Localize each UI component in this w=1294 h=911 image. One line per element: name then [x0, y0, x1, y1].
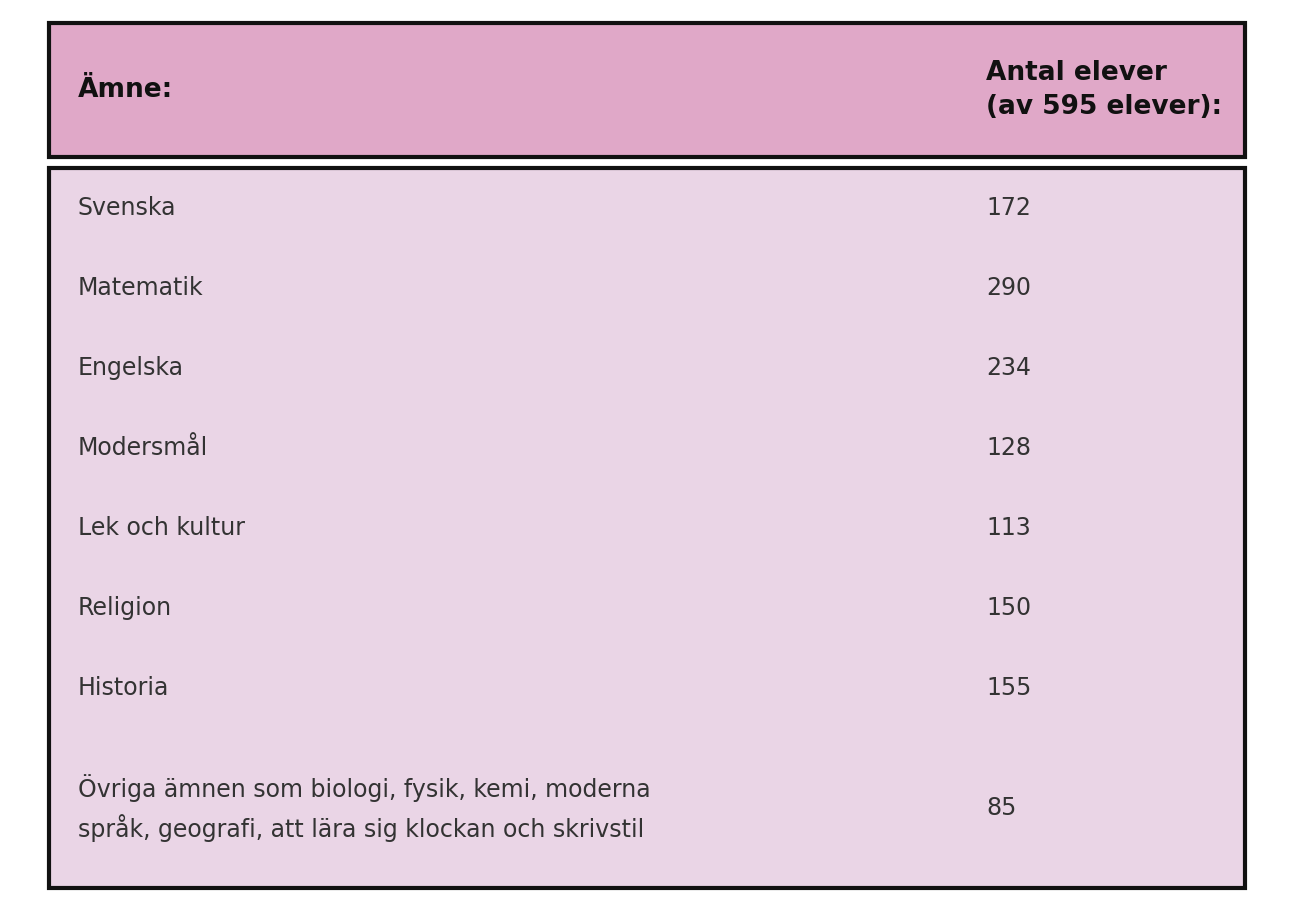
Text: Lek och kultur: Lek och kultur: [78, 516, 245, 540]
Text: Ämne:: Ämne:: [78, 77, 173, 103]
Text: 172: 172: [986, 196, 1031, 220]
Text: 234: 234: [986, 356, 1031, 380]
Text: Matematik: Matematik: [78, 276, 203, 300]
Text: Antal elever
(av 595 elever):: Antal elever (av 595 elever):: [986, 60, 1223, 120]
Text: 85: 85: [986, 796, 1017, 820]
Text: 155: 155: [986, 676, 1031, 701]
Text: 113: 113: [986, 516, 1031, 540]
Text: Svenska: Svenska: [78, 196, 176, 220]
Text: Religion: Religion: [78, 596, 172, 620]
Text: Historia: Historia: [78, 676, 170, 701]
Text: Modersmål: Modersmål: [78, 436, 208, 460]
Text: 128: 128: [986, 436, 1031, 460]
Text: 290: 290: [986, 276, 1031, 300]
Text: Engelska: Engelska: [78, 356, 184, 380]
Text: 150: 150: [986, 596, 1031, 620]
Text: Övriga ämnen som biologi, fysik, kemi, moderna
språk, geografi, att lära sig klo: Övriga ämnen som biologi, fysik, kemi, m…: [78, 774, 651, 842]
Bar: [49, 23, 1245, 157]
Bar: [49, 168, 1245, 888]
